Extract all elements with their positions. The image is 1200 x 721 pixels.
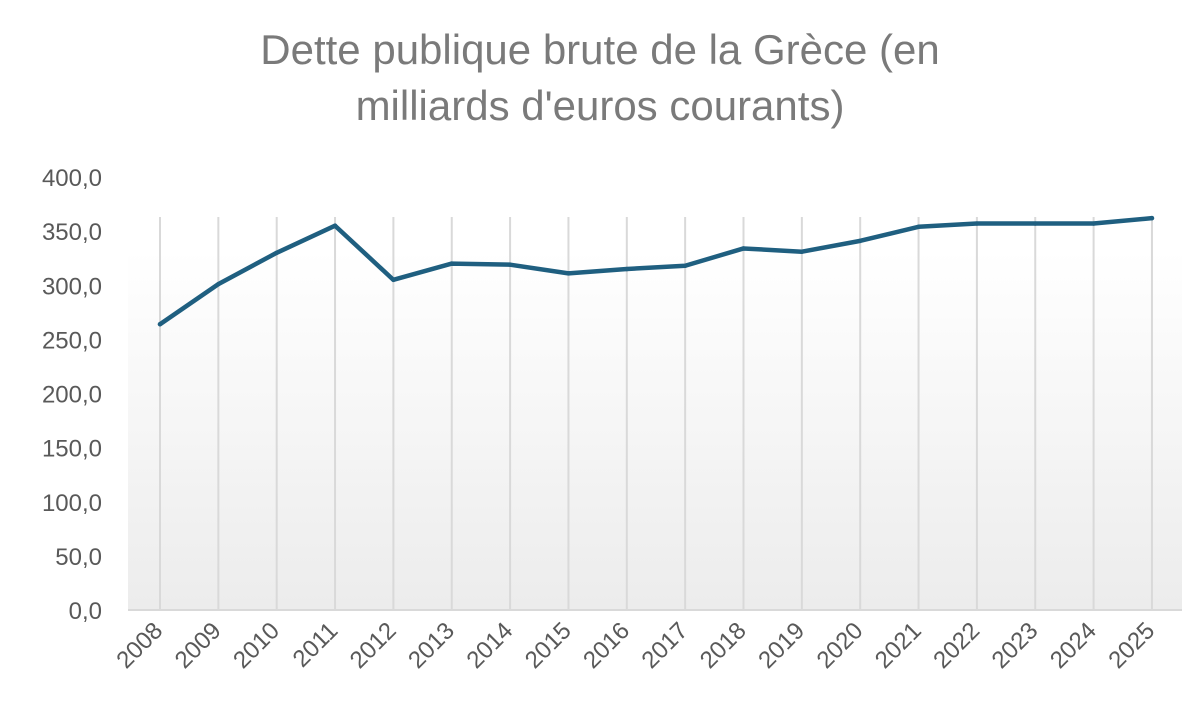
y-tick-label: 250,0 bbox=[42, 327, 102, 354]
data-point-2014 bbox=[507, 262, 513, 267]
y-tick-label: 100,0 bbox=[42, 490, 102, 517]
data-point-2011 bbox=[332, 223, 338, 228]
data-point-2009 bbox=[216, 281, 221, 287]
x-tick-label: 2021 bbox=[870, 617, 927, 674]
data-point-2012 bbox=[391, 277, 396, 283]
x-tick-label: 2013 bbox=[403, 617, 460, 674]
x-tick-label: 2012 bbox=[345, 617, 402, 674]
x-tick-label: 2025 bbox=[1103, 617, 1160, 674]
y-tick-label: 150,0 bbox=[42, 436, 102, 463]
data-point-2024 bbox=[1091, 221, 1096, 226]
x-tick-label: 2017 bbox=[637, 617, 694, 674]
x-tick-label: 2009 bbox=[170, 617, 227, 674]
data-point-2019 bbox=[799, 249, 805, 254]
data-point-2020 bbox=[858, 238, 863, 244]
x-tick-label: 2016 bbox=[578, 617, 635, 674]
y-tick-label: 200,0 bbox=[42, 382, 102, 409]
x-tick-label: 2020 bbox=[812, 617, 869, 674]
x-tick-label: 2022 bbox=[928, 617, 985, 674]
data-point-2010 bbox=[274, 250, 279, 255]
chart-title-line-2: milliards d'euros courants) bbox=[355, 82, 845, 129]
y-tick-label: 300,0 bbox=[42, 273, 102, 300]
chart-title-line-1: Dette publique brute de la Grèce (en bbox=[260, 26, 940, 73]
y-tick-label: 350,0 bbox=[42, 219, 102, 246]
plot-background bbox=[128, 250, 1182, 610]
x-tick-label: 2024 bbox=[1045, 617, 1102, 674]
x-tick-label: 2023 bbox=[987, 617, 1044, 674]
data-point-2025 bbox=[1149, 215, 1155, 221]
data-point-2008 bbox=[157, 322, 163, 327]
series-line bbox=[157, 215, 1155, 327]
data-point-2016 bbox=[624, 266, 629, 272]
x-tick-label: 2011 bbox=[288, 617, 344, 673]
chart-title: Dette publique brute de la Grèce (en mil… bbox=[0, 22, 1200, 134]
x-tick-label: 2018 bbox=[695, 617, 752, 674]
x-tick-label: 2008 bbox=[111, 617, 168, 674]
data-point-2022 bbox=[974, 221, 980, 226]
y-tick-label: 50,0 bbox=[55, 544, 102, 571]
data-point-2023 bbox=[1033, 221, 1038, 226]
data-point-2013 bbox=[449, 261, 454, 266]
x-tick-label: 2015 bbox=[520, 617, 577, 674]
y-tick-label: 400,0 bbox=[42, 165, 102, 192]
data-point-2015 bbox=[566, 271, 571, 276]
data-point-2021 bbox=[916, 224, 921, 229]
y-tick-label: 0,0 bbox=[69, 598, 102, 625]
x-tick-label: 2019 bbox=[753, 617, 810, 674]
data-point-2018 bbox=[741, 246, 746, 251]
x-tick-label: 2014 bbox=[461, 617, 518, 674]
data-point-2017 bbox=[682, 263, 688, 268]
x-tick-label: 2010 bbox=[228, 617, 285, 674]
